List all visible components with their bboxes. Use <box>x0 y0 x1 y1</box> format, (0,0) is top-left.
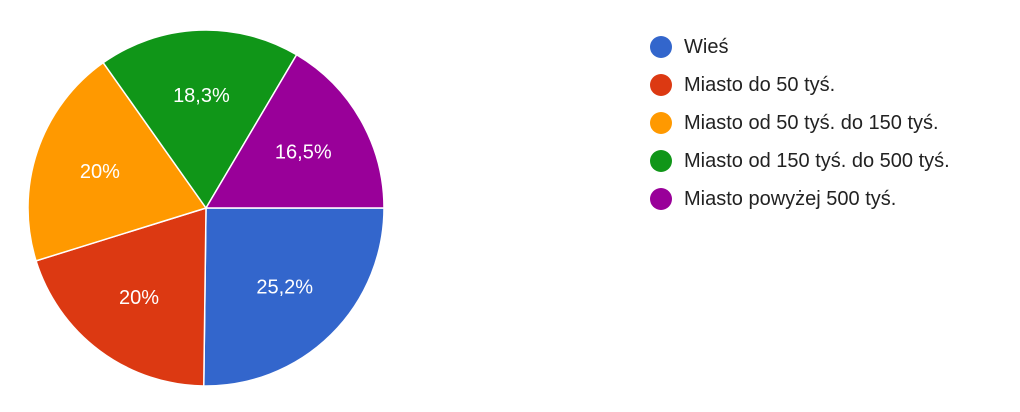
pie-label-miasto-do-50: 20% <box>119 287 159 309</box>
pie-slice-miasto-powyzej-500[interactable] <box>204 53 385 209</box>
pie-slice-miasto-150-500[interactable] <box>102 29 298 210</box>
legend-item-miasto-powyzej-500[interactable]: Miasto powyżej 500 tyś. <box>650 180 950 218</box>
legend-label-miasto-powyzej-500: Miasto powyżej 500 tyś. <box>684 187 897 210</box>
pie-label-miasto-powyzej-500: 16,5% <box>275 142 332 164</box>
pie-label-wies: 25,2% <box>256 277 313 299</box>
legend-label-miasto-do-50: Miasto do 50 tyś. <box>684 73 836 96</box>
pie-slice-labels: 25,2% 20% 20% 18,3% 16,5% <box>80 85 332 309</box>
legend: Wieś Miasto do 50 tyś. Miasto od 50 tyś.… <box>650 28 950 218</box>
legend-swatch-wies <box>650 36 672 58</box>
legend-swatch-miasto-do-50 <box>650 74 672 96</box>
legend-swatch-miasto-150-500 <box>650 150 672 172</box>
pie-slice-miasto-do-50[interactable] <box>35 206 207 387</box>
pie-slice-wies[interactable] <box>203 207 385 387</box>
pie-label-miasto-150-500: 18,3% <box>173 85 230 107</box>
pie-slice-miasto-50-150[interactable] <box>27 61 208 262</box>
legend-swatch-miasto-powyzej-500 <box>650 188 672 210</box>
legend-item-wies[interactable]: Wieś <box>650 28 950 66</box>
legend-item-miasto-150-500[interactable]: Miasto od 150 tyś. do 500 tyś. <box>650 142 950 180</box>
legend-swatch-miasto-50-150 <box>650 112 672 134</box>
legend-item-miasto-do-50[interactable]: Miasto do 50 tyś. <box>650 66 950 104</box>
legend-label-wies: Wieś <box>684 35 729 58</box>
pie-label-miasto-50-150: 20% <box>80 161 120 183</box>
legend-label-miasto-50-150: Miasto od 50 tyś. do 150 tyś. <box>684 111 939 134</box>
pie-slices <box>27 29 385 387</box>
pie-chart-plot: 25,2% 20% 20% 18,3% 16,5% <box>27 29 385 387</box>
legend-label-miasto-150-500: Miasto od 150 tyś. do 500 tyś. <box>684 149 950 172</box>
legend-item-miasto-50-150[interactable]: Miasto od 50 tyś. do 150 tyś. <box>650 104 950 142</box>
